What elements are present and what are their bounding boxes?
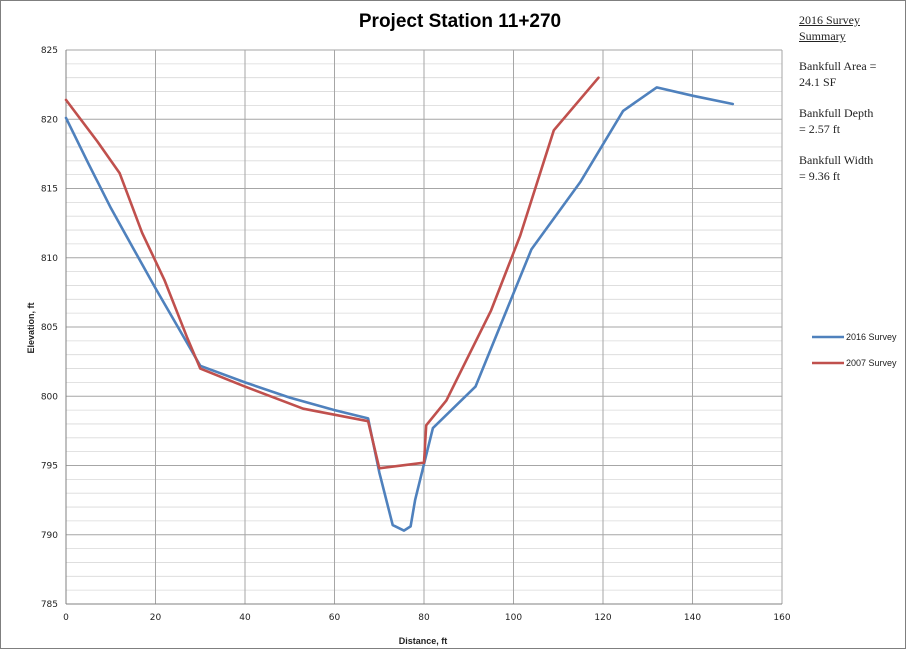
legend-label-2016-survey: 2016 Survey bbox=[846, 332, 897, 342]
x-tick-label: 40 bbox=[239, 613, 251, 623]
x-tick-label: 120 bbox=[594, 613, 611, 623]
summary-heading-line2: Summary bbox=[799, 29, 846, 43]
survey-summary: 2016 Survey Summary Bankfull Area = 24.1… bbox=[799, 12, 905, 199]
bankfull-depth-value: = 2.57 ft bbox=[799, 122, 841, 136]
y-tick-label: 795 bbox=[41, 462, 58, 472]
summary-heading: 2016 Survey Summary bbox=[799, 12, 905, 44]
x-axis-label: Distance, ft bbox=[399, 636, 448, 646]
y-tick-label: 805 bbox=[41, 323, 58, 333]
y-tick-label: 820 bbox=[41, 115, 58, 125]
bankfull-depth: Bankfull Depth = 2.57 ft bbox=[799, 105, 905, 137]
y-axis-label: Elevation, ft bbox=[26, 302, 36, 353]
summary-heading-line1: 2016 Survey bbox=[799, 13, 860, 27]
bankfull-area: Bankfull Area = 24.1 SF bbox=[799, 58, 905, 90]
y-tick-label: 800 bbox=[41, 392, 58, 402]
legend: 2016 Survey 2007 Survey bbox=[812, 332, 897, 368]
chart-title: Project Station 11+270 bbox=[359, 11, 561, 32]
y-tick-label: 785 bbox=[41, 600, 58, 610]
bankfull-width-label: Bankfull Width bbox=[799, 153, 874, 167]
x-tick-label: 140 bbox=[684, 613, 701, 623]
bankfull-width: Bankfull Width = 9.36 ft bbox=[799, 152, 905, 184]
y-tick-label: 825 bbox=[41, 46, 58, 56]
x-tick-label: 100 bbox=[505, 613, 522, 623]
bankfull-area-value: 24.1 SF bbox=[799, 75, 837, 89]
x-tick-label: 20 bbox=[150, 613, 162, 623]
y-tick-label: 815 bbox=[41, 185, 58, 195]
x-tick-label: 80 bbox=[418, 613, 430, 623]
bankfull-area-label: Bankfull Area = bbox=[799, 59, 877, 73]
y-tick-label: 810 bbox=[41, 254, 58, 264]
tick-labels: 785 790 795 800 805 810 815 820 825 0 20 40 60 80 100 1… bbox=[41, 46, 791, 623]
series-line-2007-survey bbox=[64, 76, 600, 470]
x-tick-label: 160 bbox=[773, 613, 790, 623]
axes bbox=[65, 50, 782, 605]
bankfull-width-value: = 9.36 ft bbox=[799, 169, 841, 183]
grid bbox=[65, 49, 783, 605]
series-lines bbox=[64, 76, 735, 532]
bankfull-depth-label: Bankfull Depth bbox=[799, 106, 874, 120]
series-line-2016-survey bbox=[64, 86, 735, 532]
x-tick-label: 0 bbox=[63, 613, 69, 623]
y-tick-label: 790 bbox=[41, 531, 58, 541]
x-tick-label: 60 bbox=[329, 613, 341, 623]
legend-label-2007-survey: 2007 Survey bbox=[846, 358, 897, 368]
